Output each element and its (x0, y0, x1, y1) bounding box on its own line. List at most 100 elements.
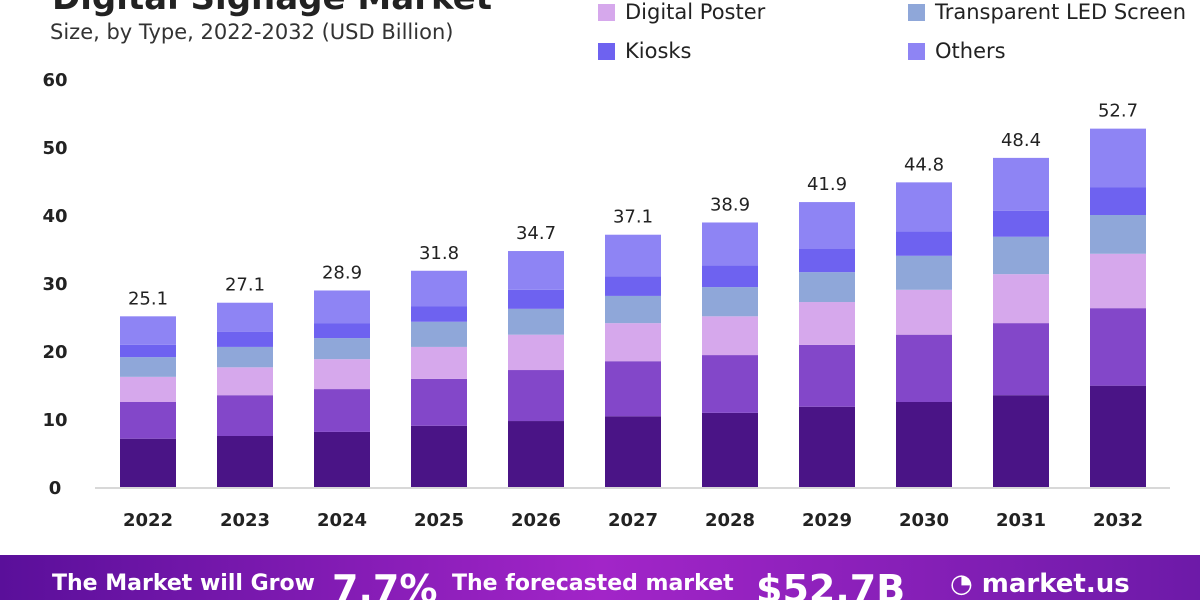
y-tick-label: 0 (49, 478, 62, 499)
legend-label: Digital Poster (625, 0, 766, 24)
bar-segment-2026-2 (508, 334, 564, 371)
data-label-2028: 38.9 (710, 194, 750, 215)
bar-segment-2024-0 (314, 431, 370, 487)
data-label-2022: 25.1 (128, 288, 168, 309)
bar-segment-2025-4 (411, 306, 467, 322)
data-label-2025: 31.8 (419, 243, 459, 264)
x-tick-label: 2026 (511, 510, 561, 531)
bar-segment-2031-5 (993, 157, 1049, 211)
brand-name: market.us (981, 569, 1130, 599)
x-tick-label: 2022 (123, 510, 173, 531)
legend-transparent-led: Transparent LED Screen (908, 0, 1186, 24)
bar-segment-2024-3 (314, 338, 370, 360)
bar-segment-2028-3 (702, 287, 758, 317)
stacked-bar-chart: 010203040506025.1202227.1202328.9202431.… (42, 70, 1170, 531)
x-tick-label: 2027 (608, 510, 658, 531)
x-tick-label: 2023 (220, 510, 270, 531)
bar-segment-2028-1 (702, 355, 758, 413)
x-tick-label: 2031 (996, 510, 1046, 531)
y-tick-label: 20 (42, 342, 67, 363)
bar-segment-2022-4 (120, 344, 176, 358)
bar-segment-2023-3 (217, 346, 273, 368)
data-label-2026: 34.7 (516, 223, 556, 244)
bar-segment-2029-1 (799, 344, 855, 407)
bar-segment-2030-5 (896, 182, 952, 232)
bar-segment-2022-3 (120, 357, 176, 377)
bar-segment-2028-5 (702, 222, 758, 266)
bar-segment-2032-1 (1090, 308, 1146, 386)
bar-segment-2025-5 (411, 270, 467, 307)
y-tick-label: 40 (42, 206, 67, 227)
legend-label: Transparent LED Screen (935, 0, 1187, 24)
data-label-2031: 48.4 (1001, 130, 1041, 151)
bar-segment-2023-2 (217, 367, 273, 396)
bar-segment-2027-3 (605, 295, 661, 324)
bar-segment-2030-0 (896, 402, 952, 487)
bar-segment-2031-3 (993, 236, 1049, 275)
y-tick-label: 60 (42, 70, 67, 91)
bar-segment-2031-0 (993, 395, 1049, 487)
data-label-2029: 41.9 (807, 174, 847, 195)
bar-segment-2022-2 (120, 376, 176, 402)
x-tick-label: 2030 (899, 510, 949, 531)
bar-segment-2029-5 (799, 202, 855, 249)
legend-label: Others (935, 39, 1006, 63)
bar-segment-2026-4 (508, 289, 564, 309)
chart-subtitle: Size, by Type, 2022-2032 (USD Billion) (50, 20, 454, 44)
x-tick-label: 2029 (802, 510, 852, 531)
bar-segment-2031-1 (993, 323, 1049, 396)
bar-segment-2028-0 (702, 412, 758, 487)
bar-segment-2023-0 (217, 436, 273, 487)
legend-swatch (908, 42, 925, 60)
bar-segment-2026-0 (508, 421, 564, 487)
bar-segment-2032-2 (1090, 253, 1146, 309)
bar-segment-2022-1 (120, 402, 176, 439)
bar-segment-2031-2 (993, 274, 1049, 324)
bar-segment-2022-5 (120, 316, 176, 345)
bar-segment-2027-5 (605, 234, 661, 277)
x-tick-label: 2025 (414, 510, 464, 531)
legend-others: Others (908, 39, 1006, 63)
y-tick-label: 30 (42, 274, 67, 295)
bar-segment-2030-4 (896, 231, 952, 256)
legend-kiosks: Kiosks (598, 39, 692, 63)
forecast-value: $52.7B (756, 567, 906, 611)
bar-segment-2025-3 (411, 321, 467, 347)
bar-segment-2025-0 (411, 425, 467, 487)
bar-segment-2027-0 (605, 416, 661, 487)
bar-segment-2029-3 (799, 272, 855, 303)
bar-segment-2029-4 (799, 249, 855, 273)
legend-label: Kiosks (625, 39, 692, 63)
bar-segment-2027-4 (605, 276, 661, 296)
brand-logo: ◔ market.us (950, 569, 1130, 599)
bar-segment-2030-3 (896, 255, 952, 290)
forecast-label: The forecasted market (452, 571, 734, 596)
bar-segment-2025-1 (411, 378, 467, 426)
data-label-2032: 52.7 (1098, 101, 1138, 122)
data-label-2027: 37.1 (613, 207, 653, 228)
bar-segment-2026-3 (508, 308, 564, 335)
bar-segment-2030-1 (896, 334, 952, 402)
bar-segment-2028-2 (702, 316, 758, 356)
bar-segment-2029-2 (799, 302, 855, 345)
footer-banner: The Market will Grow 7.7% The forecasted… (0, 555, 1200, 611)
x-tick-label: 2032 (1093, 510, 1143, 531)
bar-segment-2026-5 (508, 251, 564, 290)
bar-segment-2024-4 (314, 323, 370, 339)
bar-segment-2022-0 (120, 438, 176, 487)
cagr-value: 7.7% (332, 567, 438, 611)
legend-swatch (598, 3, 615, 21)
legend-swatch (908, 3, 925, 21)
bar-segment-2024-5 (314, 290, 370, 324)
bar-segment-2032-5 (1090, 128, 1146, 188)
bar-segment-2028-4 (702, 265, 758, 288)
bar-segment-2024-1 (314, 389, 370, 432)
chart-title: Digital Signage Market (52, 0, 492, 18)
legend-swatch (598, 42, 615, 60)
bar-segment-2032-4 (1090, 187, 1146, 215)
data-label-2023: 27.1 (225, 275, 265, 296)
legend-digital-poster: Digital Poster (598, 0, 765, 24)
bar-segment-2030-2 (896, 289, 952, 335)
bar-segment-2027-1 (605, 361, 661, 417)
y-tick-label: 50 (42, 138, 67, 159)
